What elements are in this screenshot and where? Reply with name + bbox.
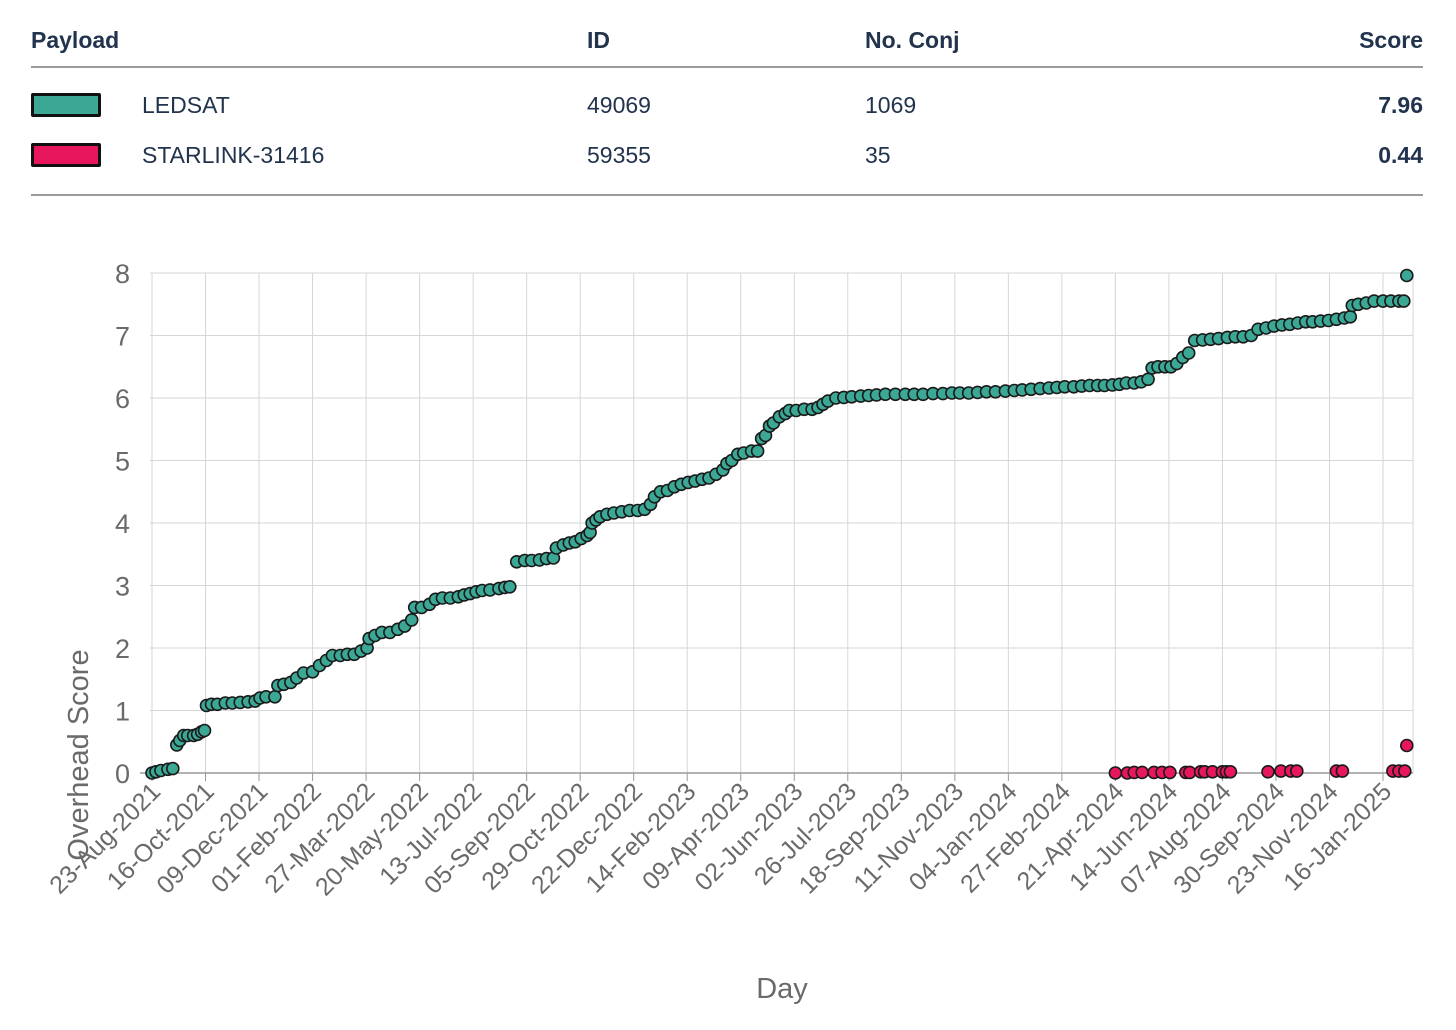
x-axis-label: Day bbox=[756, 973, 808, 1005]
data-point bbox=[750, 444, 765, 458]
data-point bbox=[1400, 268, 1414, 283]
payload-name: STARLINK-31416 bbox=[142, 142, 325, 168]
series-color-swatch bbox=[31, 143, 101, 167]
payload-score: 7.96 bbox=[1378, 92, 1423, 118]
data-point bbox=[404, 613, 419, 627]
y-tick-label: 5 bbox=[115, 447, 130, 477]
chart-grid bbox=[150, 272, 1414, 774]
legend-table: Payload ID No. Conj Score LEDSAT 49069 1… bbox=[31, 18, 1423, 196]
y-axis: 0 1 2 3 4 5 6 7 8 bbox=[115, 259, 130, 789]
conj-column-header: No. Conj bbox=[865, 27, 960, 53]
data-point bbox=[502, 579, 517, 594]
y-axis-label: Overhead Score bbox=[63, 649, 95, 860]
chart-points bbox=[145, 268, 1414, 780]
y-tick-label: 8 bbox=[115, 259, 130, 289]
data-point bbox=[1335, 764, 1350, 778]
data-point bbox=[1397, 294, 1411, 308]
data-point bbox=[1141, 372, 1155, 387]
data-point bbox=[166, 761, 180, 776]
y-tick-label: 2 bbox=[115, 634, 130, 664]
data-point bbox=[1400, 738, 1414, 753]
data-point bbox=[1343, 310, 1358, 324]
data-point bbox=[1398, 764, 1412, 778]
legend-row: LEDSAT 49069 1069 7.96 bbox=[31, 86, 1423, 122]
data-point bbox=[197, 723, 212, 738]
series-color-swatch bbox=[31, 93, 101, 117]
payload-column-header: Payload bbox=[31, 27, 120, 53]
data-point bbox=[1223, 764, 1238, 779]
data-point bbox=[1108, 766, 1123, 780]
data-point bbox=[1135, 765, 1149, 780]
payload-id: 59355 bbox=[587, 142, 651, 168]
scatter-chart: 0 1 2 3 4 5 6 7 8 23-Aug-202116-Oct-202109-Dec-2… bbox=[44, 259, 1414, 1005]
y-tick-label: 4 bbox=[115, 509, 130, 539]
data-point bbox=[1163, 765, 1177, 780]
legend-body: LEDSAT 49069 1069 7.96 STARLINK-31416 59… bbox=[31, 68, 1423, 196]
legend-header: Payload ID No. Conj Score bbox=[31, 18, 1423, 68]
data-point bbox=[1261, 764, 1275, 779]
id-column-header: ID bbox=[587, 27, 610, 53]
data-point bbox=[1181, 346, 1196, 360]
y-tick-label: 6 bbox=[115, 384, 130, 414]
y-tick-label: 7 bbox=[115, 322, 130, 352]
data-point bbox=[268, 689, 282, 704]
payload-score: 0.44 bbox=[1378, 142, 1423, 168]
payload-conj-count: 35 bbox=[865, 142, 891, 168]
legend-row: STARLINK-31416 59355 35 0.44 bbox=[31, 136, 1423, 172]
x-axis: 23-Aug-202116-Oct-202109-Dec-202101-Feb-… bbox=[44, 772, 1413, 901]
y-tick-label: 1 bbox=[115, 697, 130, 727]
payload-id: 49069 bbox=[587, 92, 651, 118]
score-column-header: Score bbox=[1359, 27, 1423, 53]
y-tick-label: 0 bbox=[115, 759, 130, 789]
payload-name: LEDSAT bbox=[142, 92, 230, 118]
data-point bbox=[1290, 764, 1304, 778]
y-tick-label: 3 bbox=[115, 572, 130, 602]
payload-conj-count: 1069 bbox=[865, 92, 917, 118]
